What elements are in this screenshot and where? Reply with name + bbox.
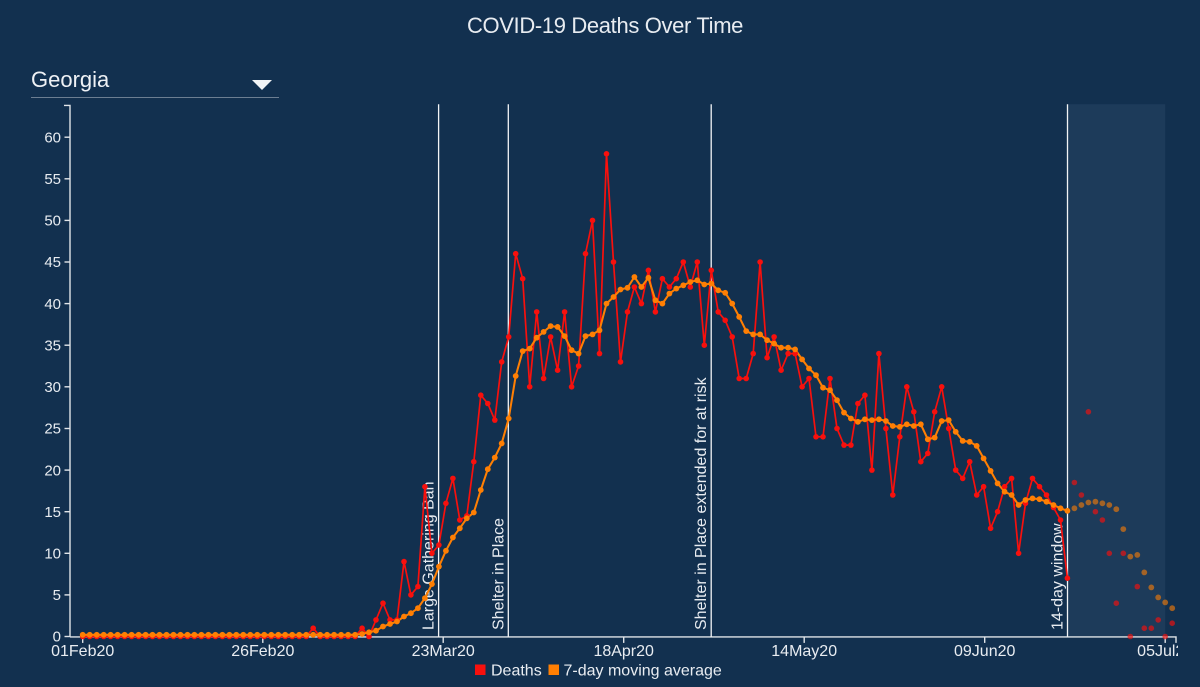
svg-text:60: 60 — [44, 129, 61, 146]
svg-text:18Apr20: 18Apr20 — [593, 643, 654, 660]
svg-text:40: 40 — [44, 296, 61, 313]
svg-text:20: 20 — [44, 462, 61, 479]
svg-text:25: 25 — [44, 421, 61, 438]
svg-text:0: 0 — [53, 629, 61, 646]
svg-text:09Jun20: 09Jun20 — [954, 643, 1015, 660]
svg-text:45: 45 — [44, 254, 61, 271]
svg-text:30: 30 — [44, 379, 61, 396]
svg-text:14May20: 14May20 — [771, 643, 837, 660]
svg-text:01Feb20: 01Feb20 — [51, 643, 114, 660]
svg-text:35: 35 — [44, 337, 61, 354]
svg-text:14-day window: 14-day window — [1050, 523, 1067, 630]
svg-text:Shelter in Place extended for: Shelter in Place extended for at risk — [693, 376, 710, 630]
svg-text:Shelter in Place: Shelter in Place — [490, 518, 507, 630]
svg-text:26Feb20: 26Feb20 — [231, 643, 294, 660]
svg-text:23Mar20: 23Mar20 — [412, 643, 475, 660]
svg-text:7-day moving average: 7-day moving average — [564, 662, 722, 679]
svg-text:55: 55 — [44, 171, 61, 188]
svg-text:5: 5 — [53, 587, 61, 604]
svg-text:10: 10 — [44, 546, 61, 563]
svg-text:Large Gathering Ban: Large Gathering Ban — [421, 481, 438, 630]
svg-text:50: 50 — [44, 213, 61, 230]
svg-text:05Jul20: 05Jul20 — [1137, 643, 1193, 660]
svg-text:Deaths: Deaths — [491, 662, 542, 679]
svg-text:15: 15 — [44, 504, 61, 521]
